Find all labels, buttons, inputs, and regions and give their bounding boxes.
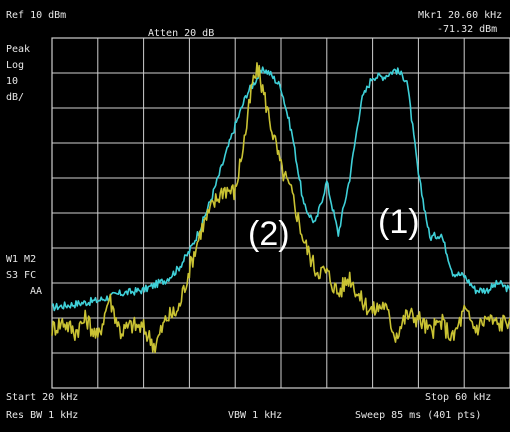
trace-status-3: AA — [30, 286, 43, 297]
trace-line-2 — [51, 62, 510, 354]
scale-value: 10 — [6, 76, 19, 87]
annotation-label-1: (1) — [378, 203, 420, 241]
marker-label: Mkr1 — [418, 10, 443, 21]
graticule — [51, 37, 510, 389]
ref-level: Ref 10 dBm — [6, 10, 67, 21]
start-frequency: Start 20 kHz — [6, 392, 79, 403]
scale-type: Log — [6, 60, 25, 71]
attenuation: Atten 20 dB — [148, 28, 215, 39]
annotation-label-2: (2) — [248, 215, 290, 253]
scale-unit: dB/ — [6, 92, 25, 103]
traces — [51, 62, 510, 354]
trace-status-2: S3 FC — [6, 270, 37, 281]
sweep-info: Sweep 85 ms (401 pts) — [355, 410, 482, 421]
stop-frequency: Stop 60 kHz — [425, 392, 492, 403]
trace-line-1 — [51, 66, 510, 312]
marker-amplitude: -71.32 dBm — [437, 24, 498, 35]
marker-frequency: 20.60 kHz — [448, 10, 503, 21]
detector-mode: Peak — [6, 44, 31, 55]
video-bandwidth: VBW 1 kHz — [228, 410, 283, 421]
resolution-bandwidth: Res BW 1 kHz — [6, 410, 79, 421]
trace-status-1: W1 M2 — [6, 254, 37, 265]
